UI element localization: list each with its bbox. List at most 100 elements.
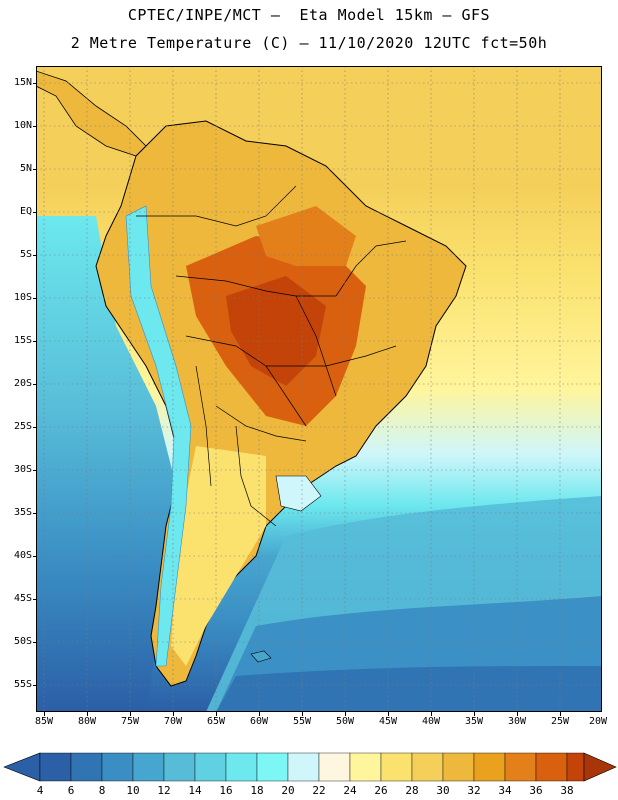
colorbar <box>0 750 618 800</box>
colorbar-swatch <box>442 752 475 782</box>
colorbar-label: 12 <box>157 784 171 797</box>
country-borders <box>136 185 407 527</box>
colorbar-swatch <box>318 752 351 782</box>
andes-cool-strip <box>125 205 192 667</box>
colorbar-swatch <box>411 752 444 782</box>
colorbar-label: 26 <box>374 784 388 797</box>
colorbar-label: 16 <box>219 784 233 797</box>
lat-label: 5S <box>19 249 32 260</box>
lat-label: 15N <box>13 77 32 88</box>
lat-tick <box>33 169 37 170</box>
hottest-core <box>226 276 326 386</box>
lon-label: 30W <box>507 716 527 727</box>
lon-tick <box>345 712 346 716</box>
lat-tick <box>33 642 37 643</box>
colorbar-swatch <box>194 752 227 782</box>
colorbar-label: 38 <box>560 784 574 797</box>
lon-tick <box>431 712 432 716</box>
lat-label: 10S <box>13 292 32 303</box>
colorbar-swatch <box>101 752 134 782</box>
falkland-islands <box>250 650 272 663</box>
patagonia-warm <box>171 446 266 666</box>
lat-tick <box>33 599 37 600</box>
lat-label: EQ <box>19 206 32 217</box>
rio-de-la-plata-cool <box>275 475 322 512</box>
lon-label: 85W <box>34 716 54 727</box>
lon-tick <box>173 712 174 716</box>
southern-ocean-cold <box>216 666 602 712</box>
lat-tick <box>33 384 37 385</box>
colorbar-label: 22 <box>312 784 326 797</box>
lon-label: 70W <box>163 716 183 727</box>
lat-tick <box>33 685 37 686</box>
lon-label: 35W <box>464 716 484 727</box>
lat-label: 5N <box>19 163 32 174</box>
lon-tick <box>44 712 45 716</box>
lat-label: 15S <box>13 335 32 346</box>
colorbar-swatch <box>473 752 506 782</box>
colorbar-swatch <box>287 752 320 782</box>
colorbar-swatch <box>70 752 103 782</box>
lat-tick <box>33 341 37 342</box>
lat-tick <box>33 298 37 299</box>
colorbar-swatch <box>349 752 382 782</box>
lat-label: 50S <box>13 636 32 647</box>
lon-tick <box>388 712 389 716</box>
lon-tick <box>259 712 260 716</box>
lon-tick <box>517 712 518 716</box>
lon-label: 40W <box>421 716 441 727</box>
lat-tick <box>33 212 37 213</box>
lon-tick <box>130 712 131 716</box>
lon-label: 80W <box>77 716 97 727</box>
colorbar-right-arrow <box>583 752 617 782</box>
lon-label: 50W <box>335 716 355 727</box>
lon-label: 75W <box>120 716 140 727</box>
lon-label: 20W <box>588 716 608 727</box>
colorbar-label: 8 <box>98 784 106 797</box>
colorbar-left-arrow <box>3 752 41 782</box>
lat-tick <box>33 470 37 471</box>
lat-tick <box>33 83 37 84</box>
lat-label: 55S <box>13 679 32 690</box>
lat-label: 45S <box>13 593 32 604</box>
colorbar-swatch <box>566 752 585 782</box>
hot-north <box>256 206 356 266</box>
colorbar-label: 6 <box>67 784 75 797</box>
lon-label: 60W <box>249 716 269 727</box>
lat-tick <box>33 126 37 127</box>
colorbar-label: 4 <box>36 784 44 797</box>
colorbar-label: 10 <box>126 784 140 797</box>
lon-tick <box>216 712 217 716</box>
lat-label: 30S <box>13 464 32 475</box>
colorbar-swatch <box>380 752 413 782</box>
lat-label: 20S <box>13 378 32 389</box>
colorbar-label: 24 <box>343 784 357 797</box>
colorbar-label: 18 <box>250 784 264 797</box>
colorbar-swatch <box>225 752 258 782</box>
lon-label: 45W <box>378 716 398 727</box>
lon-tick <box>302 712 303 716</box>
colorbar-label: 30 <box>436 784 450 797</box>
lat-tick <box>33 556 37 557</box>
map-title: CPTEC/INPE/MCT – Eta Model 15km – GFS <box>127 6 491 24</box>
lon-tick <box>87 712 88 716</box>
colorbar-label: 28 <box>405 784 419 797</box>
lat-tick <box>33 513 37 514</box>
lon-tick <box>474 712 475 716</box>
temperature-map <box>36 66 602 712</box>
lon-tick <box>560 712 561 716</box>
colorbar-swatch <box>39 752 72 782</box>
lat-label: 40S <box>13 550 32 561</box>
colorbar-swatch <box>256 752 289 782</box>
map-subtitle: 2 Metre Temperature (C) – 11/10/2020 12U… <box>70 34 548 52</box>
colorbar-label: 14 <box>188 784 202 797</box>
colorbar-swatch <box>163 752 196 782</box>
colorbar-label: 36 <box>529 784 543 797</box>
lat-tick <box>33 255 37 256</box>
colorbar-swatch <box>504 752 537 782</box>
colorbar-label: 20 <box>281 784 295 797</box>
colorbar-swatch <box>132 752 165 782</box>
lon-label: 65W <box>206 716 226 727</box>
colorbar-label: 32 <box>467 784 481 797</box>
pacific-cool-zone <box>36 216 176 712</box>
